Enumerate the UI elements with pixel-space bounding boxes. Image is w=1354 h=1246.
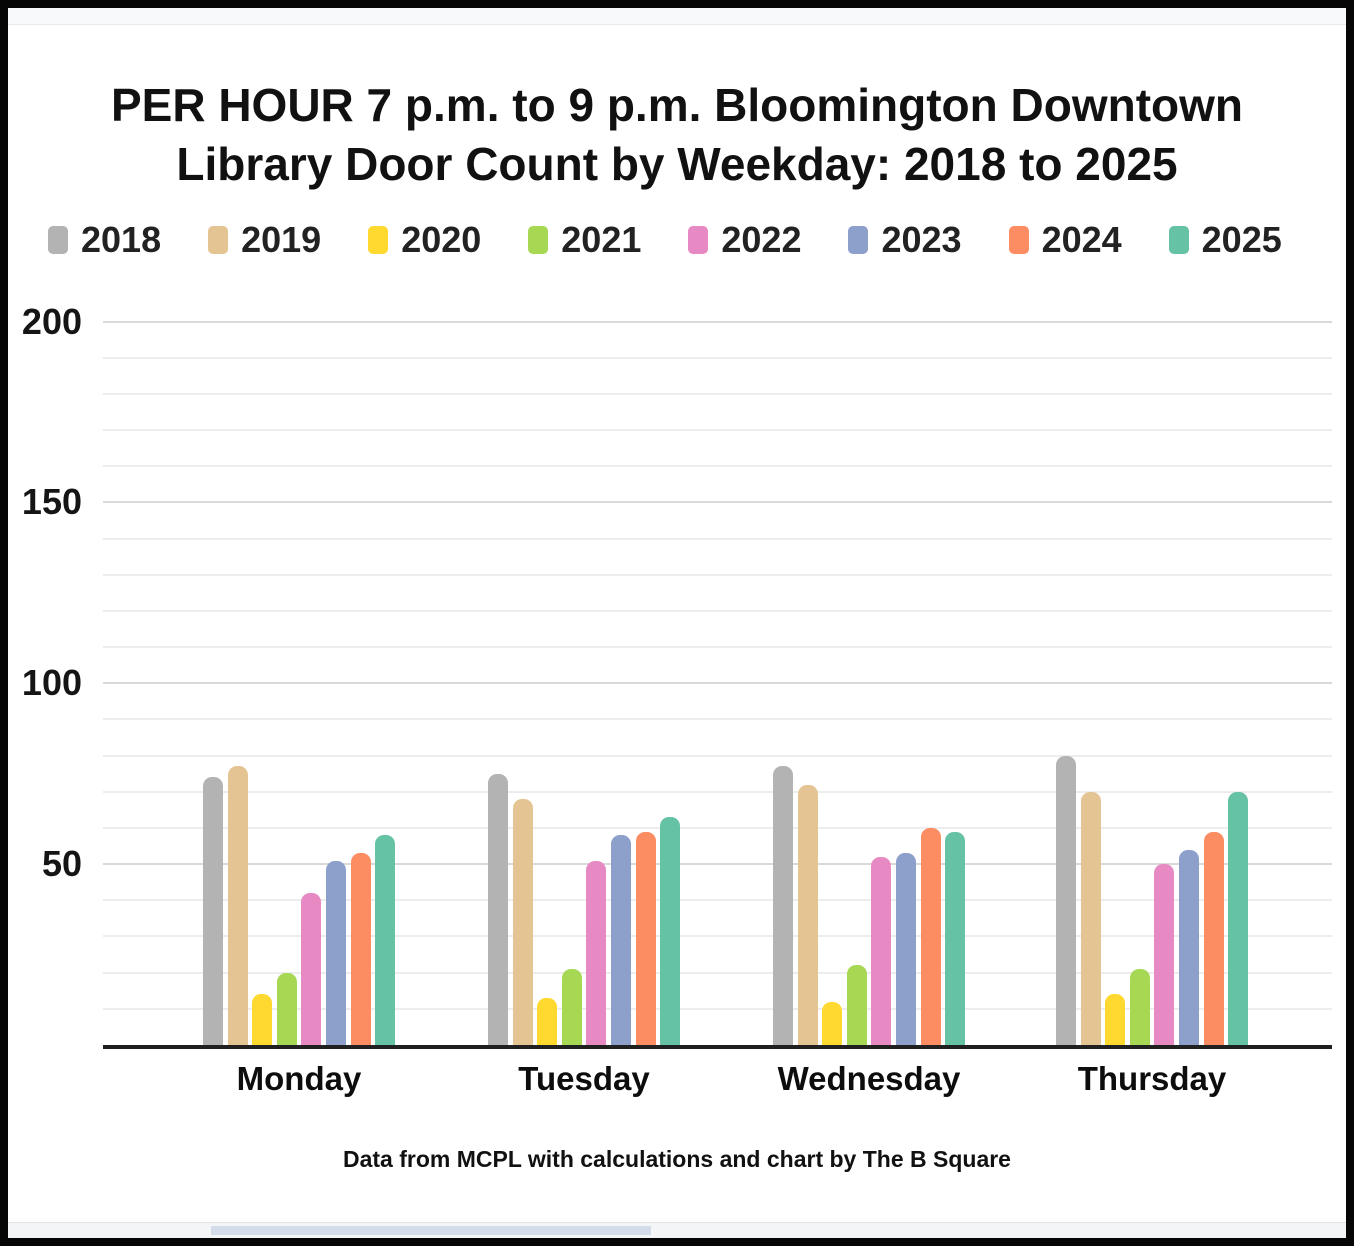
- bar-tuesday-2022: [586, 860, 607, 1045]
- legend-swatch-2022: [688, 226, 709, 254]
- gridline-130: [103, 573, 1332, 576]
- bar-thursday-2019: [1080, 791, 1101, 1045]
- legend-swatch-2023: [848, 226, 869, 254]
- x-axis-label-wednesday: Wednesday: [777, 1060, 961, 1097]
- bar-wednesday-2021: [846, 965, 867, 1045]
- legend-label-2018: 2018: [81, 219, 162, 260]
- bar-wednesday-2023: [895, 853, 916, 1045]
- bar-wednesday-2025: [945, 831, 966, 1045]
- legend-item-2018: 2018: [48, 219, 161, 261]
- legend-label-2025: 2025: [1201, 219, 1282, 260]
- gridline-140: [103, 537, 1332, 540]
- legend-item-2019: 2019: [208, 219, 321, 261]
- gridline-70: [103, 790, 1332, 793]
- bar-wednesday-2024: [920, 827, 941, 1045]
- gridline-10: [103, 1007, 1332, 1010]
- legend-swatch-2018: [48, 226, 68, 254]
- bar-tuesday-2025: [660, 817, 681, 1045]
- bar-tuesday-2024: [635, 831, 656, 1045]
- legend-label-2020: 2020: [401, 219, 482, 260]
- gridline-110: [103, 646, 1332, 649]
- gridline-30: [103, 935, 1332, 938]
- bar-thursday-2022: [1154, 864, 1175, 1045]
- legend-swatch-2021: [528, 226, 549, 254]
- x-axis-label-tuesday: Tuesday: [518, 1060, 650, 1097]
- y-axis-label-200: 200: [21, 300, 82, 342]
- x-axis-line: [103, 1045, 1332, 1049]
- legend-label-2024: 2024: [1041, 219, 1122, 260]
- gridline-90: [103, 718, 1332, 721]
- legend-item-2021: 2021: [528, 219, 641, 261]
- bar-wednesday-2018: [772, 766, 793, 1045]
- gridline-40: [103, 899, 1332, 902]
- bar-monday-2022: [301, 893, 322, 1045]
- bar-monday-2020: [252, 994, 273, 1045]
- legend: 2018 2019 2020 2021 2022 2023 2024 2025: [48, 219, 1334, 261]
- chart-title-line2: Library Door Count by Weekday: 2018 to 2…: [176, 137, 1178, 190]
- bar-tuesday-2019: [512, 799, 533, 1045]
- footer-credit: Data from MCPL with calculations and cha…: [343, 1146, 1011, 1172]
- bar-thursday-2025: [1228, 791, 1249, 1045]
- gridline-20: [103, 971, 1332, 974]
- legend-label-2022: 2022: [721, 219, 802, 260]
- legend-label-2023: 2023: [881, 219, 962, 260]
- bar-tuesday-2018: [487, 773, 508, 1045]
- chart-title-line1: PER HOUR 7 p.m. to 9 p.m. Bloomington Do…: [110, 79, 1244, 131]
- bar-thursday-2023: [1178, 849, 1199, 1045]
- bar-thursday-2018: [1055, 755, 1076, 1045]
- gridline-180: [103, 392, 1332, 395]
- legend-item-2023: 2023: [848, 219, 962, 261]
- bar-monday-2019: [227, 766, 248, 1045]
- horizontal-scrollbar-track[interactable]: [8, 1223, 1346, 1238]
- bar-tuesday-2023: [610, 835, 631, 1045]
- bar-monday-2021: [276, 972, 297, 1045]
- bar-tuesday-2021: [561, 969, 582, 1045]
- chart-title: PER HOUR 7 p.m. to 9 p.m. Bloomington Do…: [40, 76, 1314, 194]
- legend-item-2022: 2022: [688, 219, 801, 261]
- bar-monday-2018: [202, 777, 223, 1045]
- bar-monday-2025: [375, 835, 396, 1045]
- gridline-80: [103, 754, 1332, 757]
- bar-thursday-2021: [1129, 969, 1150, 1045]
- bar-thursday-2024: [1203, 831, 1224, 1045]
- scrollbar-divider: [8, 1222, 1346, 1223]
- gridline-200: [103, 320, 1332, 323]
- gridline-120: [103, 609, 1332, 612]
- legend-item-2024: 2024: [1008, 219, 1122, 261]
- gridline-160: [103, 465, 1332, 468]
- bar-monday-2023: [325, 860, 346, 1045]
- horizontal-scrollbar-thumb[interactable]: [211, 1226, 651, 1235]
- legend-swatch-2020: [368, 226, 389, 254]
- bar-wednesday-2022: [871, 856, 892, 1045]
- legend-item-2025: 2025: [1168, 219, 1282, 261]
- legend-swatch-2019: [208, 226, 229, 254]
- x-axis-label-monday: Monday: [236, 1060, 362, 1097]
- bar-tuesday-2020: [537, 997, 558, 1045]
- legend-label-2019: 2019: [241, 219, 322, 260]
- bar-wednesday-2019: [797, 784, 818, 1045]
- gridline-100: [103, 682, 1332, 685]
- y-axis-label-150: 150: [21, 481, 82, 523]
- gridline-190: [103, 356, 1332, 359]
- page-top-strip: [8, 8, 1346, 25]
- legend-item-2020: 2020: [368, 219, 481, 261]
- legend-swatch-2024: [1008, 226, 1029, 254]
- x-axis-label-thursday: Thursday: [1077, 1060, 1227, 1097]
- gridline-60: [103, 826, 1332, 829]
- legend-swatch-2025: [1168, 226, 1189, 254]
- gridline-170: [103, 429, 1332, 432]
- legend-label-2021: 2021: [561, 219, 642, 260]
- bar-wednesday-2020: [822, 1001, 843, 1045]
- bar-monday-2024: [350, 853, 371, 1045]
- y-axis-label-100: 100: [21, 662, 82, 704]
- bar-thursday-2020: [1105, 994, 1126, 1045]
- gridline-50: [103, 863, 1332, 866]
- y-axis-label-50: 50: [41, 843, 82, 885]
- gridline-150: [103, 501, 1332, 504]
